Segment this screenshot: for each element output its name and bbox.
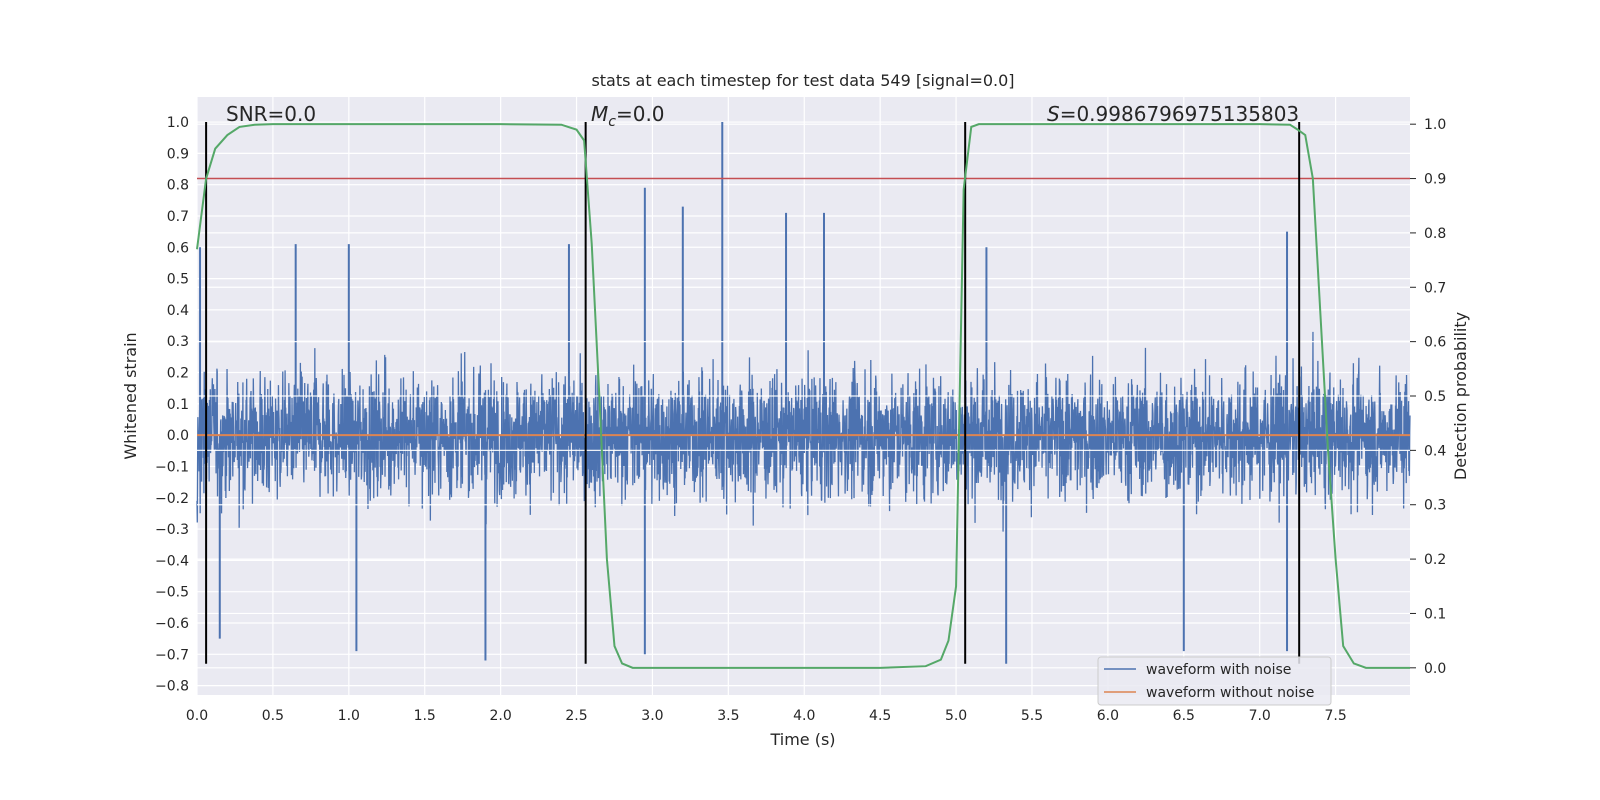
x-axis-label: Time (s) [769, 730, 835, 749]
noise-trace [196, 331, 1411, 532]
axes-layer: 0.0 0.5 1.0 1.5 2.0 2.5 3.0 3.5 4.0 4.5 5.0 5.5 6.0 6… [155, 115, 1446, 724]
y-tick-label: 0.0 [167, 428, 189, 444]
y-tick-label: −0.8 [155, 679, 189, 695]
legend-box [1097, 656, 1332, 706]
y2-tick-label: 0.7 [1424, 280, 1446, 296]
y2-tick-label: 0.9 [1424, 172, 1446, 188]
y-tick-label: 0.7 [167, 209, 189, 225]
y2-tick-label: 0.1 [1424, 606, 1446, 622]
x-tick-label: 6.0 [1097, 708, 1119, 724]
y-tick-label: −0.7 [155, 647, 189, 663]
x-tick-label: 3.0 [641, 708, 663, 724]
overlay-layer [196, 122, 1410, 669]
s-annotation: S=0.9986796975135803 [1047, 102, 1299, 126]
x-tick-label: 5.5 [1021, 708, 1043, 724]
x-tick-label: 1.5 [414, 708, 436, 724]
chirp-mass-annotation: Mc=0.0 [591, 102, 665, 130]
x-tick-label: 5.0 [945, 708, 967, 724]
legend-label-clean: waveform without noise [1146, 685, 1314, 701]
y-tick-label: 0.8 [167, 178, 189, 194]
legend: waveform with noise waveform without noi… [1097, 656, 1332, 706]
x-tick-label: 2.5 [565, 708, 587, 724]
y-tick-label: 0.3 [167, 334, 189, 350]
y-tick-label: −0.3 [155, 522, 189, 538]
y2-tick-label: 0.2 [1424, 552, 1446, 568]
y-tick-label: −0.2 [155, 491, 189, 507]
detection-probability-curve [196, 123, 1410, 669]
x-tick-label: 7.5 [1324, 708, 1346, 724]
chart-title: stats at each timestep for test data 549… [591, 71, 1014, 90]
y-tick-label: −0.6 [155, 616, 189, 632]
y2-tick-label: 0.5 [1424, 389, 1446, 405]
y2-axis-label: Detection probability [1451, 312, 1470, 480]
y-tick-label: 1.0 [167, 115, 189, 131]
x-tick-label: 0.5 [262, 708, 284, 724]
y-tick-label: −0.4 [155, 553, 189, 569]
y-tick-label: 0.5 [167, 272, 189, 288]
y2-tick-label: 0.3 [1424, 498, 1446, 514]
y2-tick-label: 1.0 [1424, 117, 1446, 133]
y-tick-label: −0.5 [155, 585, 189, 601]
x-tick-label: 4.5 [869, 708, 891, 724]
y-tick-label: 0.2 [167, 366, 189, 382]
y2-tick-label: 0.6 [1424, 335, 1446, 351]
x-tick-label: 4.0 [793, 708, 815, 724]
y-tick-label: 0.4 [167, 303, 189, 319]
x-tick-label: 7.0 [1249, 708, 1271, 724]
y2-tick-label: 0.8 [1424, 226, 1446, 242]
snr-annotation: SNR=0.0 [226, 102, 316, 126]
y-tick-label: −0.1 [155, 459, 189, 475]
y2-tick-label: 0.4 [1424, 443, 1446, 459]
y-axis-label: Whitened strain [121, 332, 140, 459]
legend-label-noise: waveform with noise [1146, 662, 1291, 678]
x-tick-label: 0.0 [186, 708, 208, 724]
x-tick-label: 1.0 [338, 708, 360, 724]
x-tick-label: 3.5 [717, 708, 739, 724]
y-tick-label: 0.6 [167, 240, 189, 256]
y-tick-label: 0.9 [167, 146, 189, 162]
y2-tick-label: 0.0 [1424, 661, 1446, 677]
x-tick-label: 6.5 [1173, 708, 1195, 724]
x-tick-label: 2.0 [489, 708, 511, 724]
y-tick-label: 0.1 [167, 397, 189, 413]
